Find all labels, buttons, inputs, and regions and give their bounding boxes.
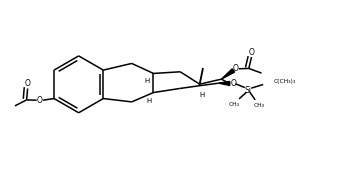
Text: H: H	[199, 92, 204, 98]
Text: O: O	[233, 64, 239, 73]
Text: Si: Si	[245, 86, 252, 95]
Text: H: H	[145, 78, 150, 84]
Text: C(CH₃)₃: C(CH₃)₃	[273, 79, 295, 84]
Text: O: O	[25, 79, 31, 88]
Text: CH₃: CH₃	[228, 102, 240, 107]
Text: O: O	[249, 48, 255, 57]
Text: CH₃: CH₃	[254, 103, 265, 108]
Text: O: O	[230, 79, 236, 88]
Text: O: O	[37, 96, 43, 105]
Polygon shape	[221, 69, 235, 79]
Text: H: H	[147, 98, 152, 104]
Polygon shape	[219, 82, 230, 85]
